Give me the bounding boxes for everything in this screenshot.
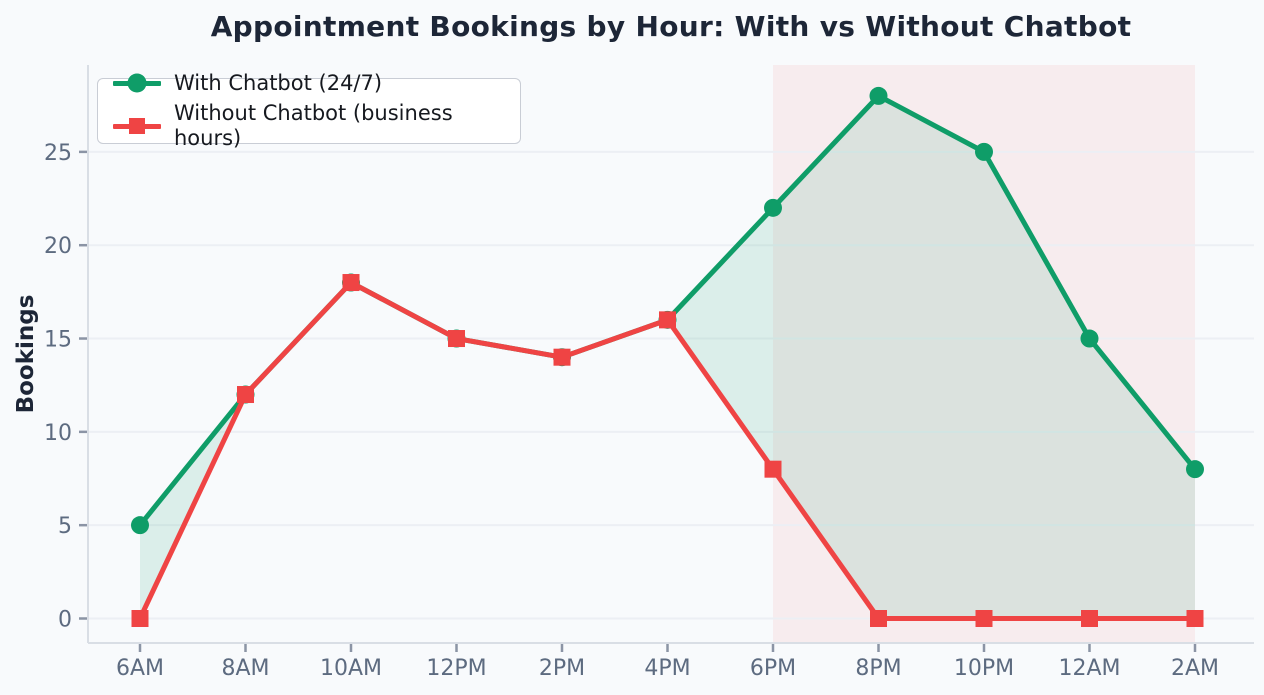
- legend-square-marker-icon: [113, 116, 161, 136]
- chart-title: Appointment Bookings by Hour: With vs Wi…: [210, 10, 1132, 43]
- legend: With Chatbot (24/7) Without Chatbot (busi…: [97, 71, 521, 150]
- fill-between-area: [140, 95, 1195, 619]
- marker-square-2AM: [1186, 610, 1204, 627]
- marker-square-12PM: [448, 330, 465, 348]
- legend-item-0: With Chatbot (24/7): [113, 71, 520, 96]
- y-tick-label-0: 0: [58, 608, 72, 633]
- marker-circle-8PM: [869, 86, 888, 105]
- marker-square-4PM: [659, 311, 676, 329]
- marker-circle-2AM: [1186, 460, 1204, 479]
- x-tick-label-10PM: 10PM: [954, 656, 1014, 681]
- x-tick-label-8AM: 8AM: [221, 656, 269, 681]
- marker-square-2PM: [553, 348, 571, 366]
- x-tick-label-8PM: 8PM: [855, 656, 901, 681]
- x-tick-label-6AM: 6AM: [116, 656, 164, 681]
- y-tick-label-20: 20: [44, 234, 72, 259]
- marker-square-6AM: [131, 610, 149, 627]
- marker-square-12AM: [1081, 610, 1098, 627]
- legend-item-1: Without Chatbot (business hours): [113, 101, 520, 151]
- marker-square-8PM: [870, 610, 887, 627]
- marker-circle-10PM: [975, 142, 993, 161]
- x-tick-label-12PM: 12PM: [426, 656, 486, 681]
- legend-circle-marker-icon: [113, 73, 161, 93]
- marker-circle-6AM: [131, 516, 149, 535]
- x-tick-label-6PM: 6PM: [750, 656, 796, 681]
- marker-square-10AM: [342, 274, 360, 292]
- x-tick-label-2AM: 2AM: [1171, 656, 1219, 681]
- marker-square-10PM: [975, 610, 993, 627]
- x-tick-label-2PM: 2PM: [539, 656, 585, 681]
- x-tick-label-4PM: 4PM: [644, 656, 690, 681]
- y-tick-label-5: 5: [58, 514, 72, 539]
- y-tick-label-25: 25: [44, 141, 72, 166]
- legend-label-1: Without Chatbot (business hours): [174, 100, 453, 151]
- marker-square-8AM: [237, 386, 254, 404]
- x-tick-label-10AM: 10AM: [320, 656, 382, 681]
- y-tick-label-15: 15: [44, 328, 72, 353]
- after-hours-shaded-region: [773, 65, 1195, 643]
- marker-circle-6PM: [764, 198, 782, 217]
- marker-square-6PM: [764, 460, 782, 478]
- marker-circle-12AM: [1080, 329, 1099, 348]
- y-tick-label-10: 10: [44, 421, 72, 446]
- x-tick-label-12AM: 12AM: [1058, 656, 1120, 681]
- legend-label-0: With Chatbot (24/7): [174, 70, 383, 95]
